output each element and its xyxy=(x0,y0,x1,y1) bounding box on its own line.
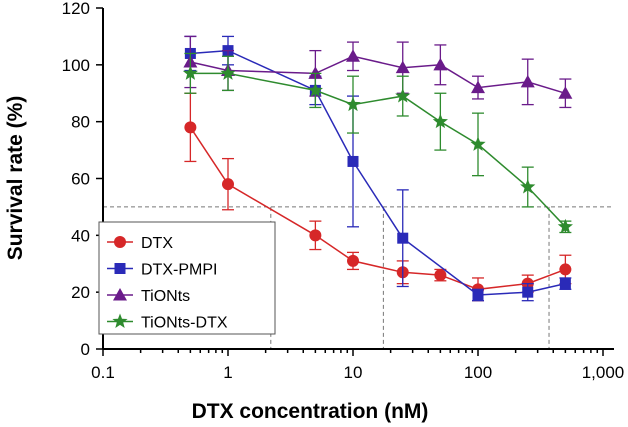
y-tick-label: 60 xyxy=(71,170,90,189)
data-point xyxy=(434,269,447,282)
y-axis-title: Survival rate (%) xyxy=(4,96,27,261)
data-point xyxy=(559,263,572,276)
legend-marker xyxy=(114,236,126,248)
y-tick-label: 0 xyxy=(81,340,90,359)
data-point xyxy=(559,278,571,290)
data-point xyxy=(520,74,535,88)
legend-item: DTX-PMPI xyxy=(107,262,217,279)
y-tick-label: 120 xyxy=(62,0,90,18)
legend-label: DTX xyxy=(141,235,173,252)
data-point xyxy=(307,82,323,97)
series-tionts xyxy=(183,35,573,109)
series-tionts-dtx xyxy=(182,52,573,234)
data-point xyxy=(184,121,197,134)
data-point xyxy=(432,113,448,129)
x-tick-label: 100 xyxy=(464,363,492,382)
y-tick-label: 20 xyxy=(71,283,90,302)
data-point xyxy=(345,96,361,112)
data-point xyxy=(309,229,322,242)
data-point xyxy=(520,179,536,194)
data-point xyxy=(182,65,198,80)
data-point xyxy=(558,86,573,99)
y-tick-label: 80 xyxy=(71,113,90,132)
x-tick-label: 1 xyxy=(223,363,232,382)
data-point xyxy=(397,232,409,244)
legend-item: DTX xyxy=(107,235,173,252)
series-line xyxy=(190,55,566,95)
data-point xyxy=(395,60,410,74)
data-point xyxy=(220,65,236,80)
y-tick-label: 40 xyxy=(71,226,90,245)
series-layer xyxy=(182,35,573,302)
data-point xyxy=(308,66,323,79)
data-point xyxy=(470,136,486,151)
data-point xyxy=(471,80,485,94)
ticks: 0 20 40 60 80 100 120 0.1 1 10 100 1,000 xyxy=(62,0,625,382)
y-tick-label: 100 xyxy=(62,56,90,75)
legend-item: TiONts xyxy=(107,288,190,305)
data-point xyxy=(222,178,234,191)
legend-label: TiONts xyxy=(141,288,190,305)
series-line xyxy=(190,72,566,228)
legend-marker xyxy=(114,263,126,274)
data-point xyxy=(557,218,573,234)
x-tick-label: 0.1 xyxy=(91,363,115,382)
legend: DTX DTX-PMPI TiONts TiONts-DTX xyxy=(98,221,276,335)
data-point xyxy=(395,88,411,103)
legend-marker xyxy=(112,313,128,328)
series-line xyxy=(190,49,566,296)
legend-marker xyxy=(113,288,127,301)
legend-label: TiONts-DTX xyxy=(141,315,228,332)
data-point xyxy=(433,57,448,71)
x-tick-label: 1,000 xyxy=(582,363,625,382)
x-tick-label: 10 xyxy=(344,363,363,382)
data-point xyxy=(347,254,359,267)
legend-label: DTX-PMPI xyxy=(141,262,217,279)
data-point xyxy=(522,286,534,298)
x-axis-title: DTX concentration (nM) xyxy=(192,400,429,423)
data-point xyxy=(346,49,360,62)
data-point xyxy=(472,289,484,301)
legend-box xyxy=(98,221,276,335)
data-point xyxy=(347,155,359,167)
legend-item: TiONts-DTX xyxy=(107,313,228,332)
